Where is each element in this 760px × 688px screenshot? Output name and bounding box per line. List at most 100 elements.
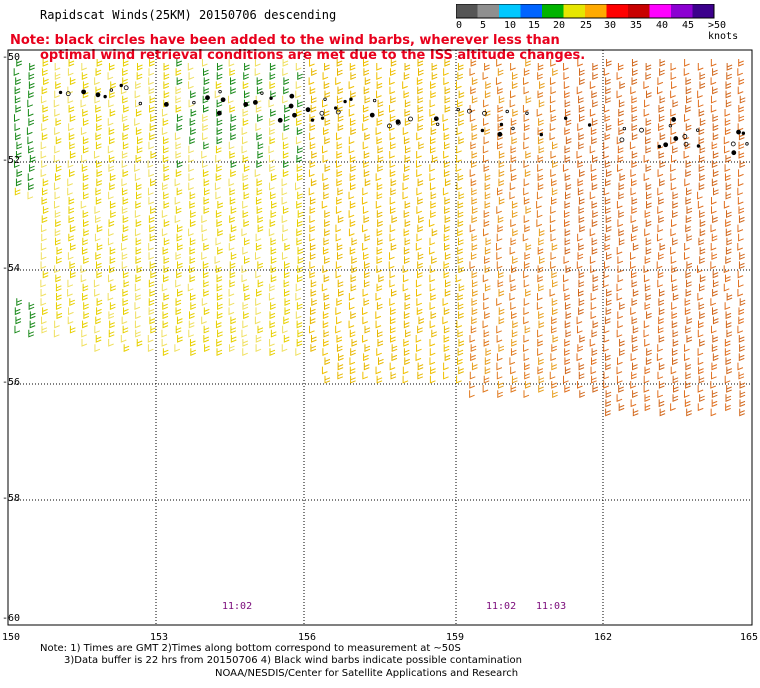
wind-barb (455, 81, 462, 90)
wind-barb (644, 283, 651, 292)
wind-barb (14, 86, 21, 95)
wind-barb (376, 136, 383, 145)
wind-barb (644, 210, 651, 218)
wind-barb (82, 320, 88, 329)
wind-barb (216, 311, 223, 320)
flag-circle (216, 110, 222, 116)
wind-barb (228, 243, 235, 251)
wind-barb (417, 252, 424, 260)
wind-barb (724, 375, 731, 384)
flag-circle (619, 137, 625, 143)
wind-barb (484, 357, 491, 366)
wind-barb (429, 357, 436, 366)
wind-barb (215, 81, 222, 90)
wind-barb (283, 77, 290, 86)
wind-barb (523, 353, 530, 362)
wind-barb (672, 385, 679, 393)
wind-barb (657, 141, 664, 150)
wind-barb (416, 187, 423, 196)
wind-barb (363, 298, 370, 306)
wind-barb (336, 141, 343, 150)
wind-barb (163, 191, 169, 200)
wind-barb (335, 206, 342, 214)
wind-barb (631, 160, 638, 168)
wind-barb (685, 381, 691, 389)
wind-barb (670, 182, 677, 191)
wind-barb (54, 72, 61, 80)
wind-barb (148, 215, 155, 224)
wind-barb (337, 353, 344, 362)
wind-barb (536, 302, 543, 310)
wind-barb (377, 339, 384, 347)
wind-barb (672, 237, 678, 246)
wind-barb (282, 141, 289, 150)
wind-barb (161, 329, 168, 338)
wind-barb (295, 348, 301, 356)
wind-barb (363, 252, 369, 260)
wind-barb (29, 155, 36, 163)
wind-barb (576, 86, 583, 95)
wind-barb (389, 160, 396, 168)
wind-barb (444, 279, 451, 288)
wind-barb (336, 59, 343, 67)
wind-barb (456, 145, 462, 154)
wind-barb (471, 95, 478, 104)
wind-barb (509, 357, 516, 366)
wind-barb (538, 99, 545, 108)
wind-barb (550, 206, 556, 214)
wind-barb (242, 348, 248, 356)
wind-barb (188, 182, 194, 191)
wind-barb (349, 329, 356, 338)
wind-barb (53, 182, 60, 191)
wind-barb (577, 187, 584, 196)
wind-barb (523, 390, 530, 398)
wind-barb (683, 68, 690, 76)
wind-barb (404, 293, 411, 301)
wind-barb (699, 228, 706, 237)
wind-barb (737, 270, 744, 279)
wind-barb (109, 256, 116, 264)
wind-barb (323, 81, 330, 90)
wind-barb (121, 114, 128, 122)
wind-barb (323, 191, 329, 200)
wind-barb (390, 178, 397, 187)
wind-barb (321, 201, 328, 209)
wind-barb (565, 136, 572, 145)
wind-barb (68, 233, 74, 242)
time-label: 11:03 (536, 601, 567, 612)
wind-barb (216, 136, 223, 145)
wind-barb (605, 298, 612, 306)
wind-barb (337, 362, 344, 371)
wind-barb (579, 169, 585, 178)
wind-barb (429, 237, 436, 246)
wind-barb (281, 178, 288, 187)
flag-circle (269, 96, 273, 100)
wind-barb (40, 243, 47, 251)
wind-barb (109, 265, 115, 274)
flag-circle (335, 109, 341, 115)
wind-barb (405, 329, 411, 338)
wind-barb (270, 173, 277, 182)
wind-barb (337, 114, 344, 122)
wind-barb (603, 68, 610, 76)
wind-barb (498, 344, 505, 352)
wind-barb (16, 169, 23, 178)
wind-barb (324, 136, 330, 145)
wind-barb (538, 311, 544, 320)
wind-barb (657, 169, 664, 178)
wind-barb (269, 136, 276, 145)
wind-barb (416, 77, 423, 86)
wind-barb (469, 224, 476, 233)
wind-barb (536, 210, 543, 218)
wind-barb (243, 72, 249, 80)
wind-barb (28, 118, 35, 126)
wind-barb (484, 366, 491, 375)
wind-barb (149, 95, 156, 104)
wind-barb (95, 215, 101, 224)
wind-barb (697, 403, 704, 412)
lon-label: 165 (740, 632, 759, 643)
wind-barb (349, 182, 356, 191)
wind-barb (348, 302, 355, 310)
wind-barb (564, 173, 571, 182)
wind-barb (471, 215, 478, 224)
